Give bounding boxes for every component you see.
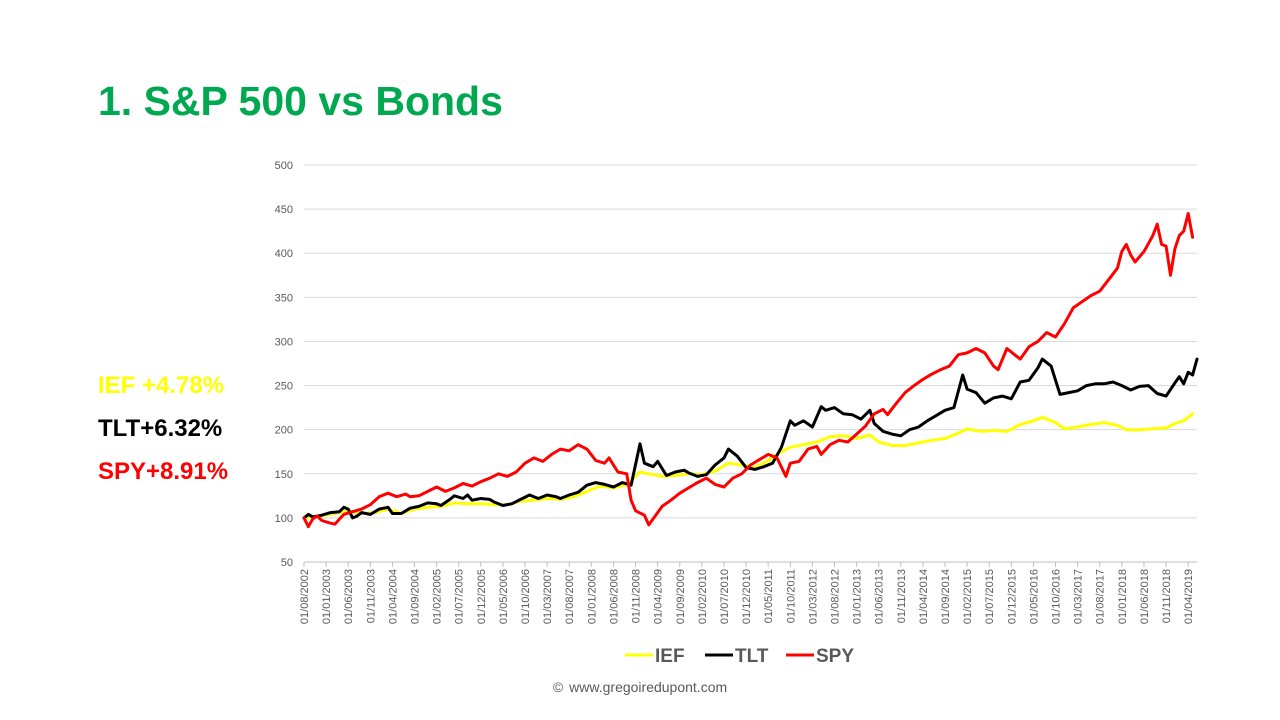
- x-tick-label: 01/02/2015: [962, 569, 974, 624]
- x-tick-label: 01/04/2014: [918, 569, 930, 624]
- x-tick-label: 01/01/2018: [1117, 569, 1129, 624]
- series-line-ief: [302, 412, 1195, 520]
- x-tick-label: 01/04/2019: [1183, 569, 1195, 624]
- x-tick-label: 01/06/2018: [1139, 569, 1151, 624]
- x-tick-label: 01/10/2006: [520, 569, 532, 624]
- series-line-spy: [302, 212, 1195, 529]
- credit-footer: © www.gregoiredupont.com: [0, 679, 1280, 695]
- x-tick-label: 01/03/2017: [1073, 569, 1085, 624]
- x-tick-label: 01/10/2016: [1051, 569, 1063, 624]
- x-tick-label: 01/01/2008: [586, 569, 598, 624]
- x-tick-label: 01/08/2002: [299, 569, 311, 624]
- x-axis: 01/08/2002 01/01/2003 01/06/2003 01/11/2003…: [299, 562, 1195, 624]
- x-tick-label: 01/03/2012: [807, 569, 819, 624]
- y-tick-label: 400: [275, 248, 293, 260]
- y-tick-label: 350: [275, 292, 293, 304]
- x-tick-label: 01/11/2008: [631, 569, 643, 623]
- x-tick-label: 01/09/2009: [675, 569, 687, 624]
- performance-list: IEF +4.78% TLT+6.32% SPY+8.91%: [98, 364, 228, 493]
- x-tick-label: 01/08/2007: [564, 569, 576, 624]
- x-tick-label: 01/01/2003: [321, 569, 333, 624]
- x-tick-label: 01/06/2008: [608, 569, 620, 624]
- x-tick-label: 01/11/2003: [365, 569, 377, 623]
- x-tick-label: 01/08/2012: [829, 569, 841, 624]
- x-tick-label: 01/09/2014: [940, 569, 952, 624]
- performance-spy: SPY+8.91%: [98, 458, 229, 485]
- x-tick-label: 01/02/2010: [697, 569, 709, 624]
- y-tick-label: 450: [275, 204, 293, 216]
- y-tick-label: 100: [275, 513, 293, 525]
- legend-label-ief: IEF: [655, 646, 685, 667]
- performance-ief: IEF +4.78%: [98, 372, 225, 399]
- slide-title: 1. S&P 500 vs Bonds: [98, 78, 503, 124]
- y-tick-label: 250: [275, 381, 293, 393]
- gridlines: [304, 164, 1197, 563]
- x-tick-label: 01/07/2015: [984, 569, 996, 624]
- legend-label-tlt: TLT: [735, 646, 769, 667]
- x-tick-label: 01/04/2004: [387, 569, 399, 624]
- y-tick-label: 200: [275, 425, 293, 437]
- y-tick-label: 300: [275, 336, 293, 348]
- x-tick-label: 01/11/2018: [1161, 569, 1173, 623]
- y-axis: 50 100 150 200 250 300 350 400 450 500: [275, 160, 293, 569]
- x-tick-label: 01/03/2007: [542, 569, 554, 624]
- x-tick-label: 01/12/2010: [741, 569, 753, 624]
- x-tick-label: 01/07/2005: [454, 569, 466, 624]
- x-tick-label: 01/05/2016: [1028, 569, 1040, 624]
- x-tick-label: 01/05/2006: [498, 569, 510, 624]
- credit-url: www.gregoiredupont.com: [569, 679, 728, 695]
- series-line-tlt: [302, 357, 1199, 520]
- x-tick-label: 01/06/2003: [343, 569, 355, 624]
- x-tick-label: 01/05/2011: [763, 569, 775, 623]
- y-tick-label: 150: [275, 469, 293, 481]
- x-tick-label: 01/04/2009: [653, 569, 665, 624]
- x-tick-label: 01/10/2011: [785, 569, 797, 623]
- x-tick-label: 01/12/2005: [476, 569, 488, 624]
- y-tick-label: 500: [275, 160, 293, 172]
- x-tick-label: 01/07/2010: [719, 569, 731, 624]
- performance-tlt: TLT+6.32%: [98, 415, 223, 442]
- series-lines: [302, 212, 1199, 529]
- x-tick-label: 01/08/2017: [1095, 569, 1107, 624]
- legend-label-spy: SPY: [816, 646, 854, 667]
- x-tick-label: 01/11/2013: [896, 569, 908, 623]
- x-tick-label: 01/02/2005: [432, 569, 444, 624]
- x-tick-label: 01/09/2004: [410, 569, 422, 624]
- y-tick-label: 50: [281, 557, 293, 569]
- x-tick-label: 01/06/2013: [874, 569, 886, 624]
- x-tick-label: 01/01/2013: [852, 569, 864, 624]
- copyright-icon: ©: [552, 679, 564, 695]
- x-tick-label: 01/12/2015: [1006, 569, 1018, 624]
- legend: IEF TLT SPY: [625, 646, 854, 667]
